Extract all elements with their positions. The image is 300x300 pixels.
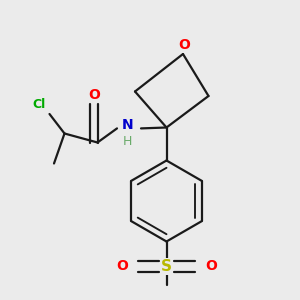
Text: O: O [88, 88, 101, 102]
Text: O: O [116, 260, 128, 273]
Text: Cl: Cl [32, 98, 46, 111]
Text: S: S [161, 259, 172, 274]
Text: H: H [123, 135, 132, 148]
Text: O: O [178, 38, 190, 52]
Text: O: O [205, 260, 217, 273]
Text: N: N [122, 118, 133, 132]
